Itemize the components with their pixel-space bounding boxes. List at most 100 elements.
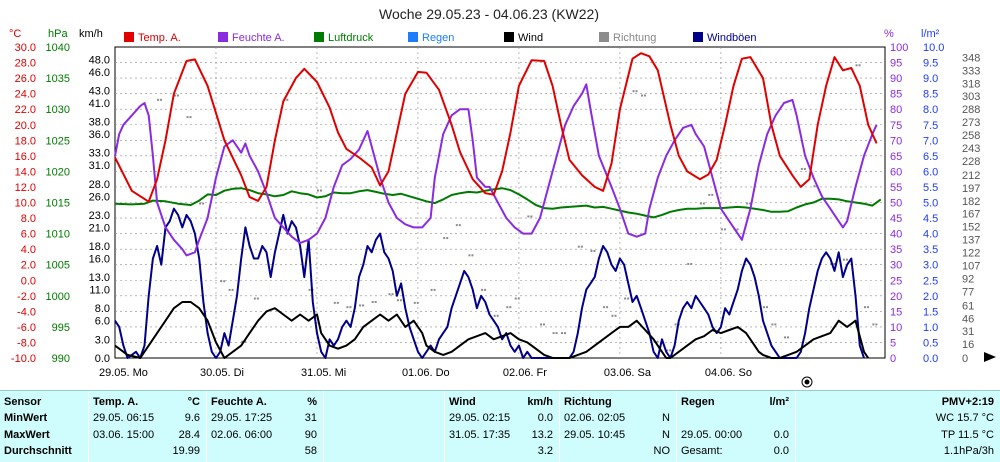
stats-wind-max: 13.2 (531, 429, 553, 441)
direction-dot (286, 98, 289, 101)
stats-temp-avg: 19.99 (172, 445, 200, 457)
stats-humidity-min-time: 29.05. 17:25 (211, 412, 273, 424)
temp-tick: -8.0 (17, 337, 36, 349)
humidity-tick: 10 (890, 322, 902, 334)
direction-dot (614, 314, 617, 317)
direction-dot (858, 64, 861, 67)
humidity-tick: 90 (890, 73, 902, 85)
rain-tick: 8.5 (923, 89, 938, 101)
pressure-tick: 1040 (46, 42, 70, 54)
direction-tick: 137 (962, 235, 980, 247)
direction-dot (708, 193, 711, 196)
axis-tick-labels: 30.028.026.024.022.020.018.016.014.012.0… (11, 42, 980, 365)
direction-dot (762, 306, 765, 309)
wind-tick: 36.0 (89, 129, 110, 141)
direction-dot (244, 340, 247, 343)
direction-dot (632, 90, 635, 93)
legend-label: Windböen (707, 32, 757, 44)
stats-temp: Temp. A. °C 29.05. 06:15 9.6 03.06. 15:00 2… (89, 391, 207, 462)
pressure-tick: 995 (52, 322, 70, 334)
direction-dot (231, 288, 234, 291)
rain-tick: 4.0 (923, 229, 938, 241)
direction-tick: 46 (962, 313, 974, 325)
wind-tick: 38.0 (89, 117, 110, 129)
stats-humidity-min: 31 (304, 412, 317, 424)
direction-dot (530, 215, 533, 218)
humidity-tick: 75 (890, 120, 902, 132)
direction-dot (416, 301, 419, 304)
stats-direction-max-time: 29.05. 10:45 (564, 429, 626, 441)
humidity-tick: 40 (890, 229, 902, 241)
stats-rain-total-label: Gesamt: (681, 445, 723, 457)
stats-wind-max-time: 31.05. 17:35 (449, 429, 511, 441)
now-marker-inner (804, 379, 810, 385)
wind-tick: 16.0 (89, 253, 110, 265)
pressure-tick: 1020 (46, 166, 70, 178)
stats-wind: Wind km/h 29.05. 02:15 0.0 31.05. 17:35 13.… (445, 391, 560, 462)
direction-tick: 167 (962, 209, 980, 221)
humidity-tick: 60 (890, 166, 902, 178)
stats-rain-unit: l/m² (769, 396, 789, 408)
direction-dot (561, 332, 564, 335)
direction-dot (433, 288, 436, 291)
wind-tick: 0.0 (95, 353, 110, 365)
wind-tick: 23.0 (89, 210, 110, 222)
stats-label-min: MinWert (4, 412, 48, 424)
direction-dot (388, 293, 391, 296)
direction-dot (471, 254, 474, 257)
stats-direction-min: N (662, 412, 670, 424)
direction-dot (189, 116, 192, 119)
rain-tick: 1.5 (923, 306, 938, 318)
humidity-tick: 15 (890, 306, 902, 318)
temp-tick: 0.0 (21, 275, 36, 287)
direction-tick: 318 (962, 78, 980, 90)
direction-dot (308, 288, 311, 291)
wind-tick: 6.0 (95, 316, 110, 328)
temp-tick: 26.0 (15, 73, 36, 85)
humidity-tick: 95 (890, 58, 902, 70)
wind-tick: 48.0 (89, 54, 110, 66)
temp-tick: 14.0 (15, 166, 36, 178)
stats-spacer (324, 391, 445, 462)
pressure-tick: 1015 (46, 198, 70, 210)
rain-tick: 8.0 (923, 104, 938, 116)
scroll-arrow-icon[interactable] (984, 352, 996, 362)
day-label: 03.06. Sa (604, 367, 652, 379)
stats-direction-avg: NO (653, 445, 671, 457)
temp-tick: 10.0 (15, 198, 36, 210)
legend: Temp. A. Feuchte A. Luftdruck Regen Wind Rich… (124, 32, 757, 44)
humidity-tick: 65 (890, 151, 902, 163)
axis-unit-labels: °C hPa km/h% l/m² (9, 28, 940, 40)
direction-dot (396, 299, 399, 302)
pressure-tick: 1005 (46, 260, 70, 272)
direction-dot (674, 323, 677, 326)
temp-tick: 22.0 (15, 104, 36, 116)
direction-dot (514, 297, 517, 300)
direction-dot (455, 224, 458, 227)
pressure-tick: 1025 (46, 135, 70, 147)
rain-unit-label: l/m² (921, 28, 940, 40)
stats-temp-min: 9.6 (184, 412, 200, 424)
day-labels: 29.05. Mo 30.05. Di 31.05. Mi 01.06. Do 02.0… (99, 367, 752, 379)
stats-humidity-max-time: 02.06. 06:00 (211, 429, 273, 441)
rain-tick: 9.5 (923, 58, 938, 70)
direction-dot (349, 306, 352, 309)
rain-tick: 5.0 (923, 198, 938, 210)
stats-temp-unit: °C (187, 396, 200, 408)
legend-label: Temp. A. (138, 32, 181, 44)
direction-tick: 228 (962, 156, 980, 168)
direction-dot (720, 228, 723, 231)
humidity-tick: 70 (890, 135, 902, 147)
direction-dot (611, 314, 614, 317)
temp-tick: -6.0 (17, 322, 36, 334)
wind-tick: 3.0 (95, 334, 110, 346)
direction-dot (346, 306, 349, 309)
direction-dot (371, 300, 374, 303)
stats-temp-header: Temp. A. (93, 396, 139, 408)
direction-dot (711, 193, 714, 196)
direction-tick: 288 (962, 104, 980, 116)
legend-label: Feuchte A. (232, 32, 285, 44)
direction-dot (539, 323, 542, 326)
rain-tick: 3.5 (923, 244, 938, 256)
wind-tick: 46.0 (89, 67, 110, 79)
